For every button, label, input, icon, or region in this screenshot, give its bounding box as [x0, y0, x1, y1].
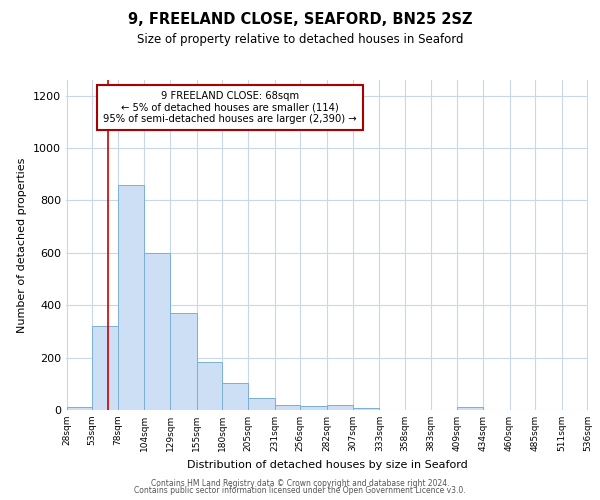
Bar — [353, 408, 379, 410]
Bar — [301, 406, 327, 410]
Bar — [145, 253, 170, 410]
Bar — [457, 408, 483, 410]
Bar — [197, 362, 223, 410]
Bar — [118, 185, 145, 410]
X-axis label: Distribution of detached houses by size in Seaford: Distribution of detached houses by size … — [187, 460, 467, 469]
Text: Size of property relative to detached houses in Seaford: Size of property relative to detached ho… — [137, 32, 463, 46]
Text: Contains public sector information licensed under the Open Government Licence v3: Contains public sector information licen… — [134, 486, 466, 495]
Text: 9 FREELAND CLOSE: 68sqm
← 5% of detached houses are smaller (114)
95% of semi-de: 9 FREELAND CLOSE: 68sqm ← 5% of detached… — [103, 91, 357, 124]
Bar — [327, 406, 353, 410]
Bar — [170, 313, 197, 410]
Y-axis label: Number of detached properties: Number of detached properties — [17, 158, 28, 332]
Text: Contains HM Land Registry data © Crown copyright and database right 2024.: Contains HM Land Registry data © Crown c… — [151, 478, 449, 488]
Bar — [248, 398, 275, 410]
Bar — [67, 408, 92, 410]
Bar — [275, 405, 301, 410]
Bar — [223, 383, 248, 410]
Bar — [92, 326, 118, 410]
Text: 9, FREELAND CLOSE, SEAFORD, BN25 2SZ: 9, FREELAND CLOSE, SEAFORD, BN25 2SZ — [128, 12, 472, 28]
